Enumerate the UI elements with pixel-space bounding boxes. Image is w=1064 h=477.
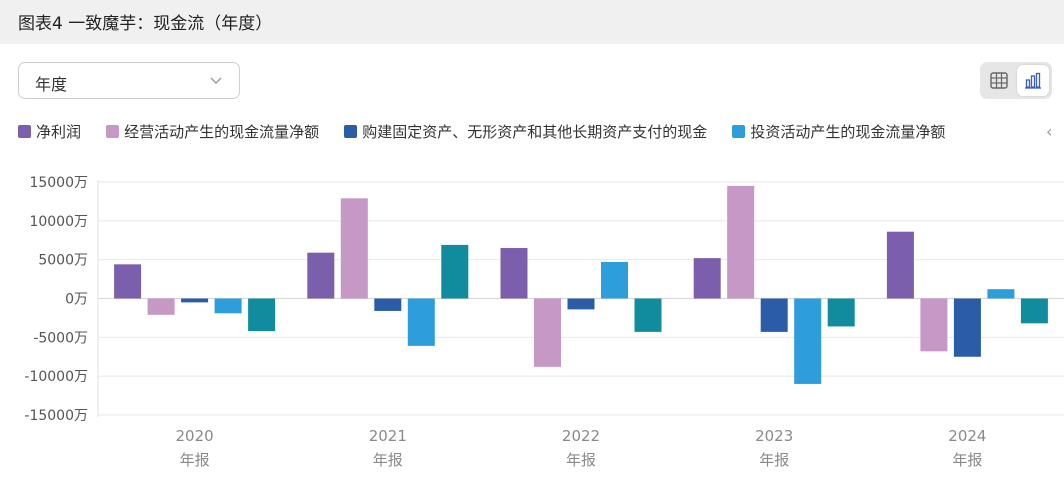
period-select-value: 年度: [35, 75, 68, 94]
bar-2022-series-3[interactable]: [601, 261, 628, 299]
chart-view-button[interactable]: [1017, 65, 1049, 96]
x-category-sublabel: 年报: [373, 451, 403, 469]
x-category-label: 2022: [562, 427, 600, 445]
bar-2020-series-3[interactable]: [214, 298, 242, 314]
x-category-label: 2021: [369, 427, 407, 445]
bar-2023-series-3[interactable]: [794, 298, 822, 384]
y-tick-label: 15000万: [29, 175, 88, 191]
bar-2024-series-4[interactable]: [1020, 298, 1048, 324]
bar-2020-series-2[interactable]: [181, 298, 209, 303]
x-category-sublabel: 年报: [759, 451, 789, 469]
bar-2023-series-1[interactable]: [727, 185, 755, 299]
bar-2022-series-4[interactable]: [634, 298, 662, 332]
bar-2023-series-2[interactable]: [760, 298, 788, 332]
bar-2022-series-1[interactable]: [534, 298, 561, 367]
y-tick-label: -15000万: [24, 408, 88, 424]
bar-2024-series-3[interactable]: [987, 289, 1015, 299]
bar-2024-series-2[interactable]: [953, 298, 981, 357]
x-category-label: 2020: [176, 427, 214, 445]
header-bar: 图表4 一致魔芋：现金流（年度）: [0, 0, 1064, 44]
bar-2022-series-0[interactable]: [500, 248, 528, 299]
legend-item-capex[interactable]: 购建固定资产、无形资产和其他长期资产支付的现金: [344, 121, 707, 143]
y-tick-label: 5000万: [38, 253, 88, 269]
bar-2024-series-0[interactable]: [886, 231, 914, 299]
bar-2021-series-1[interactable]: [340, 198, 368, 299]
bar-chart-icon: [1025, 72, 1041, 89]
period-select[interactable]: 年度: [18, 62, 240, 99]
table-icon: [990, 72, 1008, 89]
bar-2021-series-4[interactable]: [441, 244, 469, 299]
legend-swatch: [18, 125, 31, 138]
legend-label: 经营活动产生的现金流量净额: [124, 123, 320, 141]
bar-2021-series-3[interactable]: [407, 298, 435, 346]
bar-2022-series-2[interactable]: [567, 298, 595, 310]
x-category-sublabel: 年报: [952, 451, 982, 469]
cash-flow-bar-chart: 15000万 10000万 5000万 0万 -5000万 -10000万 -15000万 2…: [24, 175, 1064, 469]
legend-label: 投资活动产生的现金流量净额: [750, 123, 946, 141]
y-tick-label: -5000万: [33, 330, 88, 346]
legend-swatch: [732, 125, 746, 138]
view-toggle: [980, 62, 1052, 99]
bar-2024-series-1[interactable]: [920, 298, 948, 352]
legend-item-net-profit[interactable]: 净利润: [18, 121, 81, 143]
table-view-button[interactable]: [983, 65, 1015, 96]
bar-2023-series-4[interactable]: [827, 298, 855, 327]
legend-swatch: [106, 125, 120, 138]
legend-item-operating-cash-flow[interactable]: 经营活动产生的现金流量净额: [106, 121, 319, 143]
x-category-label: 2023: [755, 427, 793, 445]
y-tick-label: 0万: [65, 292, 88, 308]
x-category-sublabel: 年报: [566, 451, 596, 469]
legend-item-investing-cash-flow[interactable]: 投资活动产生的现金流量净额: [732, 121, 945, 143]
bar-2020-series-0[interactable]: [114, 264, 142, 299]
y-tick-label: -10000万: [24, 369, 88, 385]
x-category-label: 2024: [948, 427, 986, 445]
y-tick-label: 10000万: [29, 214, 88, 230]
legend-label: 净利润: [36, 123, 82, 141]
legend-label: 购建固定资产、无形资产和其他长期资产支付的现金: [362, 123, 708, 141]
bar-2023-series-0[interactable]: [693, 258, 721, 299]
bar-2021-series-0[interactable]: [307, 252, 335, 299]
bar-2020-series-4[interactable]: [248, 298, 276, 332]
chevron-left-icon[interactable]: ‹: [1046, 122, 1053, 141]
legend-swatch: [344, 125, 358, 138]
bar-2021-series-2[interactable]: [374, 298, 402, 311]
page-title: 图表4 一致魔芋：现金流（年度）: [18, 14, 273, 34]
bar-2020-series-1[interactable]: [147, 298, 175, 315]
chart-legend: 净利润 经营活动产生的现金流量净额 购建固定资产、无形资产和其他长期资产支付的现…: [18, 121, 1064, 145]
x-category-sublabel: 年报: [180, 451, 210, 469]
chevron-down-icon: [210, 77, 222, 84]
